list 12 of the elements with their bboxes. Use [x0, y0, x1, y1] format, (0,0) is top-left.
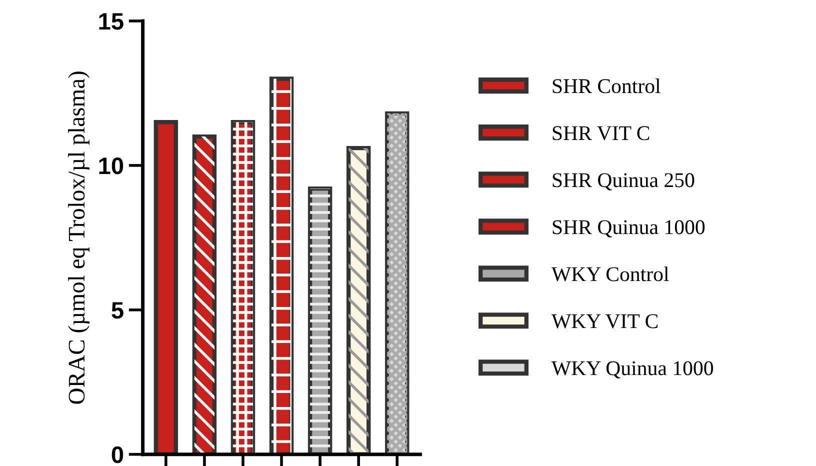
legend-label: SHR Quinua 250 [552, 173, 694, 190]
legend-label: WKY VIT C [551, 314, 658, 328]
y-tick-label: 0 [112, 446, 124, 464]
y-tick-label: 10 [99, 158, 124, 174]
legend-label: SHR VIT C [552, 126, 650, 140]
y-axis-title: ORAC (µmol eq Trolox/µl plasma) [68, 72, 90, 404]
legend-label: SHR Quinua 1000 [552, 220, 705, 238]
legend-label: WKY Control [551, 266, 669, 282]
y-tick-label: 15 [99, 13, 124, 30]
legend-label: SHR Control [552, 78, 660, 94]
y-tick-label: 5 [112, 302, 124, 319]
legend-label: WKY Quinua 1000 [551, 361, 714, 378]
